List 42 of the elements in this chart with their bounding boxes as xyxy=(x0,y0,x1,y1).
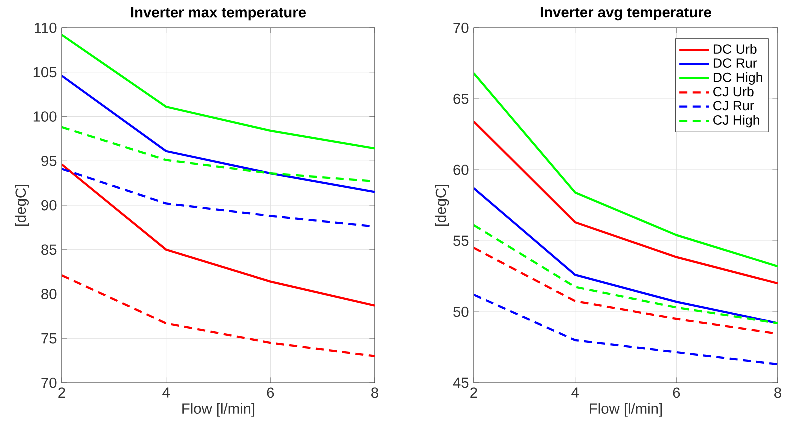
x-tick-label: 6 xyxy=(267,388,274,398)
x-tick-label: 2 xyxy=(58,388,66,398)
x-tick-label: 4 xyxy=(162,388,170,398)
y-axis-title: [degC] xyxy=(15,184,29,226)
y-tick-label: 50 xyxy=(454,306,469,318)
legend-label: CJ Urb xyxy=(714,86,754,97)
line-series xyxy=(474,187,778,324)
x-tick-label: 8 xyxy=(774,388,782,398)
x-tick-label: 6 xyxy=(673,388,680,398)
line-series xyxy=(62,34,375,150)
y-tick-label: 65 xyxy=(454,94,469,104)
y-tick-label: 95 xyxy=(42,156,57,166)
y-tick-label: 60 xyxy=(454,164,469,176)
legend-label: CJ High xyxy=(714,115,760,128)
legend-label: DC Rur xyxy=(714,58,758,68)
line-series xyxy=(62,164,375,307)
legend-label: DC Urb xyxy=(714,44,757,54)
y-tick-label: 45 xyxy=(453,378,469,388)
y-tick-label: 70 xyxy=(454,22,469,34)
line-series xyxy=(474,72,778,268)
y-tick-label: 75 xyxy=(42,334,57,344)
chart-title: Inverter avg temperature xyxy=(540,7,712,21)
y-tick-label: 105 xyxy=(34,67,57,78)
y-tick-label: 70 xyxy=(42,378,57,388)
y-tick-label: 55 xyxy=(454,236,469,246)
y-tick-label: 90 xyxy=(42,200,57,211)
x-tick-label: 8 xyxy=(372,388,378,398)
x-axis-title: Flow [l/min] xyxy=(182,403,255,417)
y-tick-label: 100 xyxy=(34,112,57,122)
chart-title: Inverter max temperature xyxy=(131,8,306,21)
x-axis-title: Flow [l/min] xyxy=(590,403,662,417)
legend-label: DC High xyxy=(714,72,762,85)
x-tick-label: 2 xyxy=(470,388,478,398)
line-series xyxy=(62,274,375,358)
legend-label: CJ Rur xyxy=(714,101,754,111)
line-series xyxy=(474,224,778,324)
line-series xyxy=(62,74,375,194)
y-axis-title: [degC] xyxy=(435,184,450,226)
x-tick-label: 4 xyxy=(572,388,579,398)
y-tick-label: 110 xyxy=(35,22,57,34)
y-tick-label: 85 xyxy=(42,244,57,256)
y-tick-label: 80 xyxy=(42,289,57,300)
